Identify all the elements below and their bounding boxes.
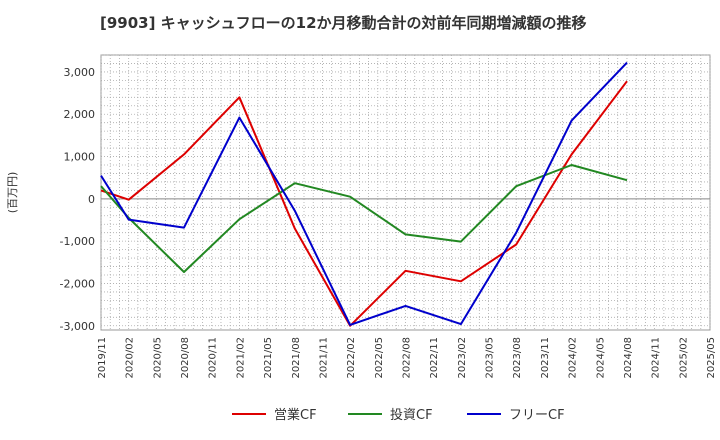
y-tick-label: 1,000 [64, 151, 96, 164]
series-line-2 [100, 164, 628, 273]
x-tick-label: 2024/05 [595, 337, 606, 379]
x-tick-label: 2025/02 [678, 337, 689, 379]
x-tick-label: 2023/05 [485, 337, 496, 379]
legend-label-1: 営業CF [274, 407, 317, 423]
x-tick-label: 2020/08 [180, 337, 191, 379]
x-tick-label: 2021/08 [291, 337, 302, 379]
legend-label-2: 投資CF [390, 407, 433, 423]
x-tick-label: 2021/02 [235, 337, 246, 379]
x-tick-label: 2019/11 [97, 337, 108, 379]
x-tick-label: 2022/11 [429, 337, 440, 379]
x-tick-label: 2021/11 [318, 337, 329, 379]
y-tick-label: 2,000 [64, 108, 96, 121]
x-tick-label: 2020/05 [152, 337, 163, 379]
series-line-3 [100, 61, 628, 326]
y-tick-label: -2,000 [60, 277, 95, 290]
x-tick-label: 2024/11 [651, 337, 662, 379]
x-tick-label: 2022/08 [402, 337, 413, 379]
x-tick-label: 2021/05 [263, 337, 274, 379]
x-tick-label: 2022/05 [374, 337, 385, 379]
plot-area [100, 54, 711, 331]
x-tick-label: 2025/05 [706, 337, 717, 379]
axes: 3,000 2,000 1,000 0 -1,000 -2,000 -3,000 (百万円) 2… [6, 66, 717, 379]
x-tick-label: 2023/02 [457, 337, 468, 379]
x-tick-label: 2020/11 [208, 337, 219, 379]
y-axis-label: (百万円) [6, 172, 19, 214]
y-tick-label: 3,000 [64, 66, 96, 79]
x-tick-label: 2023/08 [512, 337, 523, 379]
y-tick-label: -3,000 [60, 320, 95, 333]
x-tick-label: 2022/02 [346, 337, 357, 379]
x-tick-label: 2023/11 [540, 337, 551, 379]
chart-title: [9903] キャッシュフローの12か月移動合計の対前年同期増減額の推移 [100, 14, 587, 32]
series-layer [100, 61, 628, 327]
y-tick-label: -1,000 [60, 235, 95, 248]
legend: 営業CF 投資CF フリーCF [232, 407, 565, 423]
x-tick-label: 2024/08 [623, 337, 634, 379]
x-tick-label: 2020/02 [125, 337, 136, 379]
grid [100, 54, 711, 331]
y-tick-label: 0 [88, 193, 95, 206]
x-tick-label: 2024/02 [568, 337, 579, 379]
legend-label-3: フリーCF [509, 408, 565, 423]
